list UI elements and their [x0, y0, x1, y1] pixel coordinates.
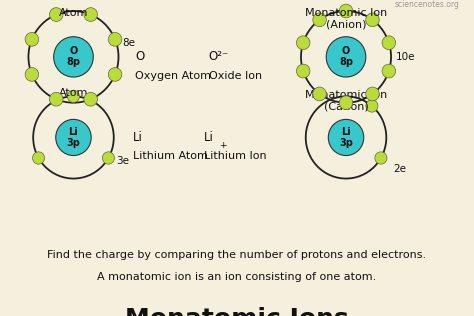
Ellipse shape — [313, 13, 326, 27]
Text: Oxygen Atom: Oxygen Atom — [135, 71, 211, 81]
Text: O
8p: O 8p — [339, 46, 353, 67]
Ellipse shape — [84, 8, 98, 21]
Ellipse shape — [49, 92, 63, 106]
Text: Atom: Atom — [59, 88, 88, 99]
Text: 10e: 10e — [396, 52, 415, 62]
Ellipse shape — [366, 87, 379, 101]
Ellipse shape — [25, 33, 38, 46]
Text: Lithium Atom: Lithium Atom — [133, 151, 208, 161]
Text: Oxide Ion: Oxide Ion — [209, 71, 262, 81]
Ellipse shape — [109, 33, 122, 46]
Ellipse shape — [328, 119, 364, 155]
Text: Monatomic Ion
(Cation): Monatomic Ion (Cation) — [305, 90, 387, 112]
Ellipse shape — [33, 152, 45, 164]
Text: A monatomic ion is an ion consisting of one atom.: A monatomic ion is an ion consisting of … — [97, 272, 377, 282]
Text: Li
3p: Li 3p — [339, 127, 353, 148]
Ellipse shape — [25, 68, 38, 81]
Ellipse shape — [339, 4, 353, 18]
Text: Find the charge by comparing the number of protons and electrons.: Find the charge by comparing the number … — [47, 250, 427, 260]
Ellipse shape — [54, 37, 93, 77]
Text: Monatomic Ions: Monatomic Ions — [125, 307, 349, 316]
Ellipse shape — [102, 152, 114, 164]
Text: O
8p: O 8p — [66, 46, 81, 67]
Ellipse shape — [109, 68, 122, 81]
Ellipse shape — [67, 90, 80, 103]
Ellipse shape — [366, 13, 379, 27]
Text: sciencenotes.org: sciencenotes.org — [395, 1, 460, 9]
Ellipse shape — [382, 64, 396, 78]
Text: Li
3p: Li 3p — [66, 127, 81, 148]
Text: Li: Li — [133, 131, 143, 144]
Ellipse shape — [375, 152, 387, 164]
Text: O: O — [135, 50, 145, 64]
Text: O²⁻: O²⁻ — [209, 50, 229, 64]
Ellipse shape — [49, 8, 63, 21]
Ellipse shape — [382, 36, 396, 50]
Text: 3e: 3e — [116, 156, 129, 166]
Text: Li: Li — [204, 131, 214, 144]
Text: +: + — [219, 141, 227, 150]
Text: Lithium Ion: Lithium Ion — [204, 151, 266, 161]
Ellipse shape — [296, 36, 310, 50]
Ellipse shape — [313, 87, 326, 101]
Text: 2e: 2e — [393, 164, 406, 174]
Ellipse shape — [326, 37, 366, 77]
Ellipse shape — [339, 96, 353, 110]
Ellipse shape — [296, 64, 310, 78]
Text: Monatomic Ion
(Anion): Monatomic Ion (Anion) — [305, 8, 387, 29]
Ellipse shape — [84, 92, 98, 106]
Text: Atom: Atom — [59, 8, 88, 18]
Ellipse shape — [366, 100, 378, 112]
Ellipse shape — [56, 119, 91, 155]
Text: 8e: 8e — [122, 38, 135, 48]
